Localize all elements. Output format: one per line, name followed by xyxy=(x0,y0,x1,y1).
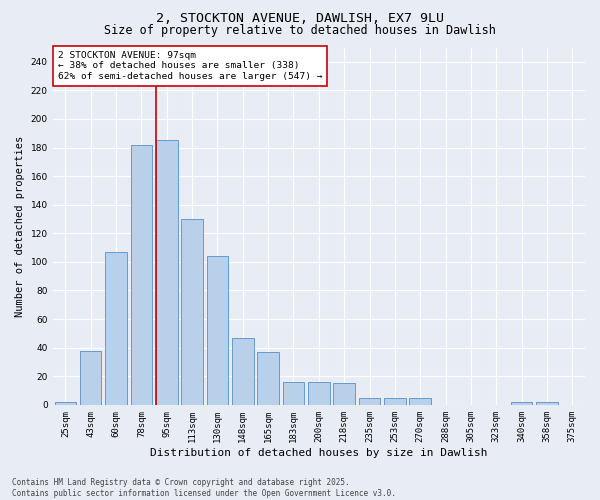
Bar xyxy=(80,350,101,405)
Bar xyxy=(181,219,203,405)
Text: Contains HM Land Registry data © Crown copyright and database right 2025.
Contai: Contains HM Land Registry data © Crown c… xyxy=(12,478,396,498)
Bar xyxy=(536,402,558,405)
Bar xyxy=(334,384,355,405)
Bar xyxy=(283,382,304,405)
Bar xyxy=(257,352,279,405)
Bar xyxy=(156,140,178,405)
Bar xyxy=(511,402,532,405)
Bar xyxy=(359,398,380,405)
Text: 2 STOCKTON AVENUE: 97sqm
← 38% of detached houses are smaller (338)
62% of semi-: 2 STOCKTON AVENUE: 97sqm ← 38% of detach… xyxy=(58,51,322,81)
Bar xyxy=(206,256,228,405)
Y-axis label: Number of detached properties: Number of detached properties xyxy=(15,136,25,317)
Bar xyxy=(384,398,406,405)
Text: 2, STOCKTON AVENUE, DAWLISH, EX7 9LU: 2, STOCKTON AVENUE, DAWLISH, EX7 9LU xyxy=(156,12,444,26)
Bar xyxy=(232,338,254,405)
Bar xyxy=(55,402,76,405)
Bar xyxy=(308,382,329,405)
Bar xyxy=(409,398,431,405)
Bar xyxy=(131,144,152,405)
Text: Size of property relative to detached houses in Dawlish: Size of property relative to detached ho… xyxy=(104,24,496,37)
X-axis label: Distribution of detached houses by size in Dawlish: Distribution of detached houses by size … xyxy=(150,448,488,458)
Bar xyxy=(105,252,127,405)
